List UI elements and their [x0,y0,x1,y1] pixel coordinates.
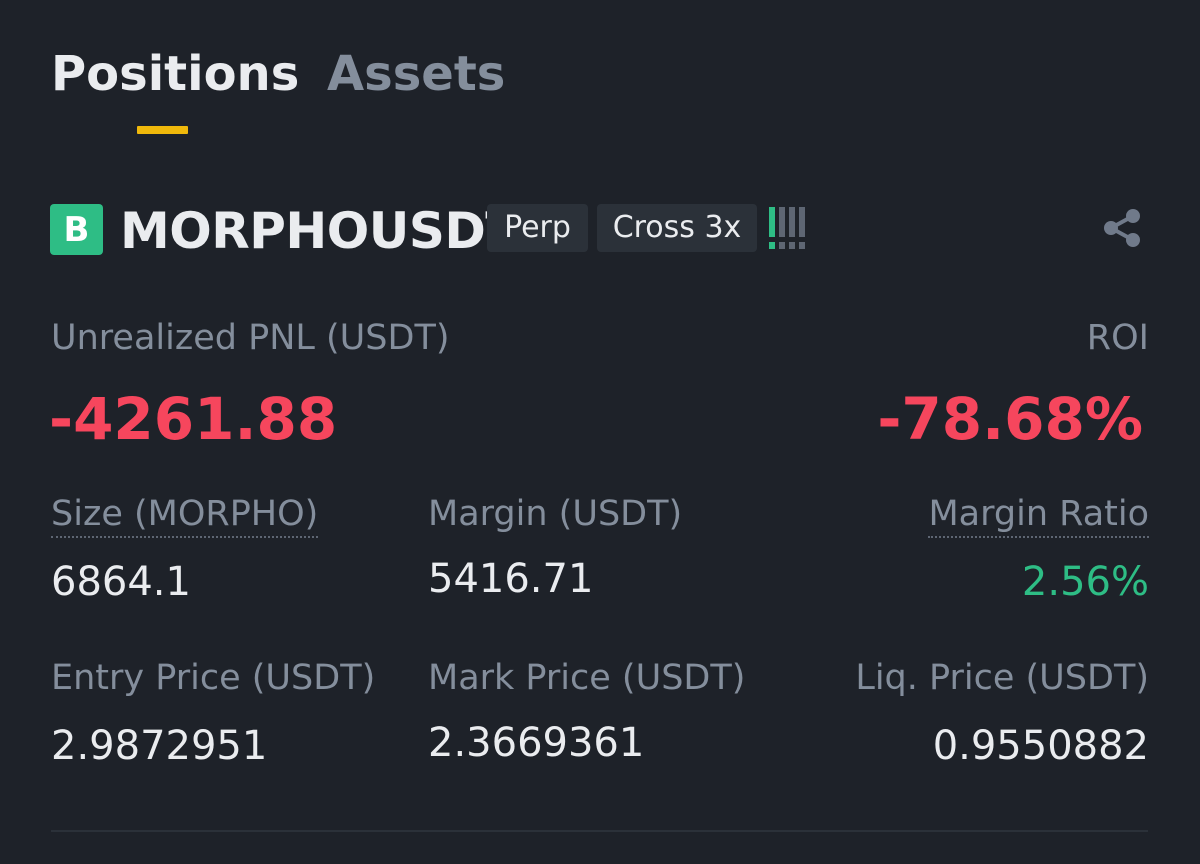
divider [51,830,1148,832]
risk-bar [799,207,805,249]
entry-price-label: Entry Price (USDT) [51,658,376,698]
risk-bar [789,207,795,249]
roi-label: ROI [1086,318,1149,358]
symbol-badge: B [50,204,103,255]
margin-ratio-label[interactable]: Margin Ratio [928,492,1149,538]
roi-value: -78.68% [877,385,1143,453]
margin-label: Margin (USDT) [428,494,683,534]
risk-bar [779,207,785,249]
mark-price-label: Mark Price (USDT) [428,658,746,698]
contract-type-tag: Perp [487,204,588,252]
unrealized-pnl-value: -4261.88 [49,385,338,453]
size-label[interactable]: Size (MORPHO) [51,492,319,538]
risk-bar-active [769,207,775,249]
margin-value: 5416.71 [428,556,594,602]
liq-price-value: 0.9550882 [932,723,1149,769]
liq-price-label: Liq. Price (USDT) [855,658,1149,698]
risk-indicator-icon[interactable] [769,207,805,249]
margin-ratio-value: 2.56% [1021,559,1149,605]
entry-price-value: 2.9872951 [51,723,268,769]
tab-assets[interactable]: Assets [327,46,506,102]
unrealized-pnl-label: Unrealized PNL (USDT) [51,318,450,358]
margin-mode-tag[interactable]: Cross 3x [597,204,757,252]
tab-positions[interactable]: Positions [51,46,300,102]
symbol-name[interactable]: MORPHOUSDT [120,202,519,260]
mark-price-value: 2.3669361 [428,720,645,766]
size-value: 6864.1 [51,559,191,605]
active-tab-indicator [137,126,188,134]
share-icon[interactable] [1101,207,1143,249]
